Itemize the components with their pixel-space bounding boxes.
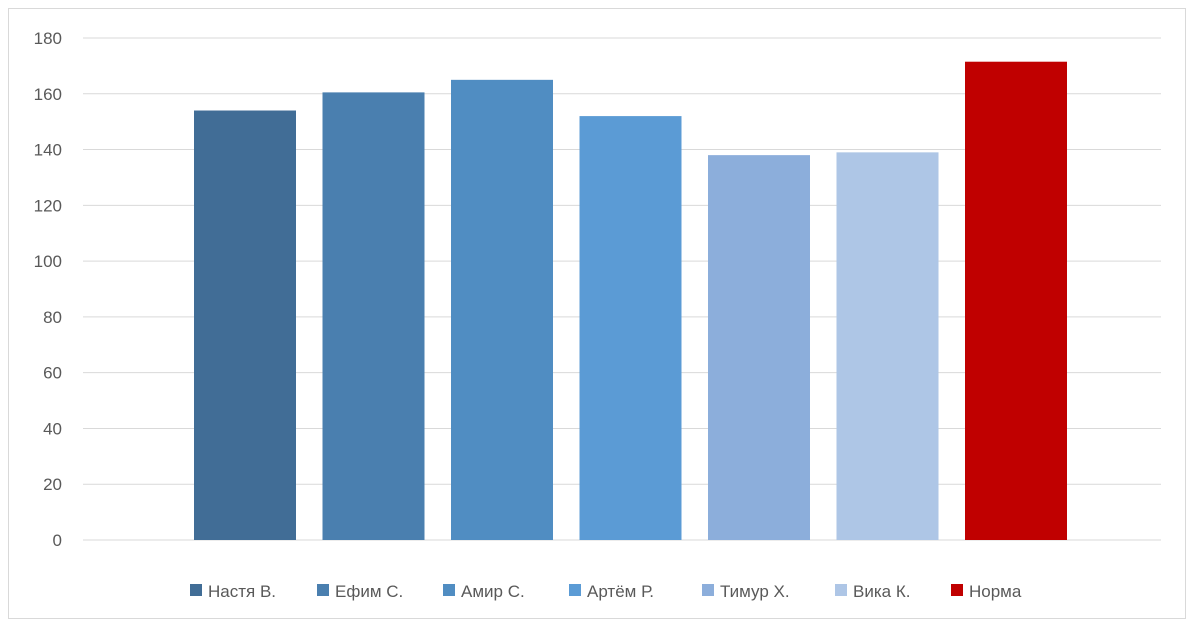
bars (194, 61, 1067, 540)
legend-swatch (443, 584, 455, 596)
legend-swatch (317, 584, 329, 596)
legend-swatch (951, 584, 963, 596)
legend-label: Артём Р. (587, 582, 654, 601)
legend-entry: Тимур Х. (702, 582, 790, 601)
legend-label: Амир С. (461, 582, 525, 601)
legend: Настя В. Ефим С. Амир С. Артём Р. Тимур Х. Ви… (190, 582, 1022, 601)
y-tick-label: 60 (43, 364, 62, 383)
legend-label: Тимур Х. (720, 582, 790, 601)
legend-label: Настя В. (208, 582, 276, 601)
bar-5 (708, 155, 810, 540)
legend-label: Ефим С. (335, 582, 403, 601)
legend-label: Норма (969, 582, 1022, 601)
y-tick-label: 80 (43, 308, 62, 327)
legend-swatch (702, 584, 714, 596)
legend-entry: Норма (951, 582, 1022, 601)
bar-3 (451, 79, 553, 540)
bar-7 (965, 61, 1067, 540)
y-tick-label: 160 (34, 85, 62, 104)
legend-entry: Артём Р. (569, 582, 654, 601)
bar-1 (194, 110, 296, 540)
bar-2 (322, 92, 425, 540)
legend-swatch (190, 584, 202, 596)
legend-entry: Амир С. (443, 582, 525, 601)
y-tick-label: 140 (34, 141, 62, 160)
bar-6 (836, 152, 939, 540)
y-tick-label: 100 (34, 252, 62, 271)
legend-swatch (569, 584, 581, 596)
legend-label: Вика К. (853, 582, 910, 601)
legend-entry: Настя В. (190, 582, 276, 601)
y-axis-tick-labels: 0 20 40 60 80 100 120 140 160 180 (34, 29, 62, 550)
y-tick-label: 120 (34, 196, 62, 215)
bar-4 (579, 116, 682, 540)
y-tick-label: 20 (43, 475, 62, 494)
y-tick-label: 40 (43, 419, 62, 438)
legend-entry: Ефим С. (317, 582, 403, 601)
y-tick-label: 0 (53, 531, 62, 550)
legend-entry: Вика К. (835, 582, 910, 601)
y-tick-label: 180 (34, 29, 62, 48)
legend-swatch (835, 584, 847, 596)
